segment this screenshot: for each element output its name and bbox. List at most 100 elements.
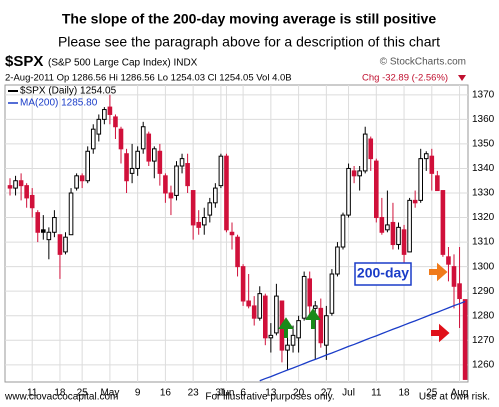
candle-body: [213, 187, 218, 204]
candle-body: [18, 180, 24, 187]
candle-body: [296, 320, 301, 339]
candle-body: [13, 180, 18, 189]
candle-body: [335, 246, 340, 275]
x-tick-label: 31: [215, 388, 227, 399]
candle-body: [85, 150, 91, 182]
chart-title: The slope of the 200-day moving average …: [62, 11, 436, 27]
green-arrow: [305, 308, 321, 329]
candle-body: [146, 133, 152, 162]
x-tick-label: Jul: [342, 388, 355, 399]
y-tick-label: 1280: [472, 310, 495, 321]
candle-body: [96, 118, 102, 135]
y-tick-label: 1330: [472, 188, 495, 199]
legend-entry: $SPX (Daily) 1254.05: [20, 86, 117, 97]
candle-body: [346, 167, 351, 216]
candle-body: [312, 305, 318, 309]
candle-body: [68, 192, 74, 236]
candle-body: [435, 175, 440, 192]
candle-body: [163, 175, 168, 194]
x-tick-label: 18: [54, 388, 66, 399]
source: © StockCharts.com: [380, 57, 466, 68]
candle-body: [396, 226, 401, 246]
info-line: 2-Aug-2011 Op 1286.56 Hi 1286.56 Lo 1254…: [5, 73, 292, 84]
candle-body: [229, 231, 235, 236]
x-tick-label: 25: [77, 388, 89, 399]
plot: [5, 85, 468, 382]
candle-body: [24, 185, 29, 199]
candle-body: [446, 256, 451, 265]
x-tick-label: 6: [240, 388, 246, 399]
x-tick-label: Jun: [218, 388, 234, 399]
candle-body: [35, 212, 41, 233]
x-tick-label: May: [100, 388, 119, 399]
candle-body: [74, 175, 79, 189]
y-tick-label: 1360: [472, 114, 495, 125]
candle-body: [57, 234, 63, 255]
change: Chg -32.89 (-2.56%): [362, 73, 448, 84]
candle-body: [368, 138, 374, 160]
x-tick-label: Aug: [451, 388, 469, 399]
candle-body: [285, 344, 290, 351]
candle-body: [451, 266, 457, 287]
y-tick-label: 1370: [472, 89, 495, 100]
candle-body: [307, 278, 312, 307]
candle-body: [462, 299, 468, 380]
candle-body: [329, 273, 335, 314]
y-tick-label: 1260: [472, 359, 495, 370]
candle-body: [102, 109, 107, 120]
candle-body: [201, 217, 207, 226]
candle-body: [46, 231, 52, 241]
symbol: $SPX: [5, 53, 43, 70]
candle-body: [407, 199, 412, 253]
footer-left: www.ciovaccocapital.com: [4, 392, 118, 403]
annotation-box: [354, 262, 412, 286]
x-tick-label: 25: [426, 388, 438, 399]
y-tick-label: 1310: [472, 237, 495, 248]
candle-body: [140, 126, 146, 150]
annotation: 200-day: [357, 265, 409, 281]
down-icon: [458, 75, 466, 81]
orange-arrow: [429, 262, 448, 282]
chart-subtitle: Please see the paragraph above for a des…: [58, 34, 440, 50]
moving-average: [259, 300, 466, 382]
candle-body: [129, 167, 135, 174]
footer-center: For illustrative purposes only.: [205, 392, 334, 403]
candle-body: [207, 202, 213, 216]
x-tick-label: 20: [293, 388, 305, 399]
y-tick-label: 1270: [472, 335, 495, 346]
candle-body: [374, 160, 379, 219]
candle-body: [7, 185, 13, 189]
x-tick-label: 11: [27, 388, 38, 399]
x-tick-label: 23: [188, 388, 200, 399]
candle-body: [412, 199, 418, 204]
candle-body: [274, 295, 279, 334]
x-tick-label: 18: [398, 388, 410, 399]
candle-body: [179, 158, 185, 167]
candle-body: [196, 221, 201, 228]
footer-right: Use at own risk.: [419, 392, 490, 403]
candle-body: [235, 236, 240, 268]
candle-body: [301, 275, 307, 319]
candle-body: [246, 300, 251, 307]
candle-body: [63, 236, 68, 253]
candle-body: [90, 128, 96, 150]
candle-body: [218, 155, 224, 187]
candle-body: [429, 155, 435, 174]
candle-body: [324, 315, 329, 346]
candle-body: [290, 334, 296, 346]
candle-body: [224, 155, 229, 231]
candle-body: [385, 224, 390, 231]
candle-body: [240, 266, 246, 302]
series-group: [7, 94, 468, 382]
y-tick-label: 1340: [472, 163, 495, 174]
candle-body: [440, 190, 446, 255]
candle-body: [113, 116, 118, 128]
x-tick-label: 27: [321, 388, 333, 399]
plot-frame: [4, 84, 469, 383]
candle-body: [340, 214, 346, 248]
candle-body: [263, 295, 268, 339]
candle-body: [168, 192, 174, 199]
green-arrow: [278, 317, 294, 338]
candle-body: [152, 148, 157, 162]
